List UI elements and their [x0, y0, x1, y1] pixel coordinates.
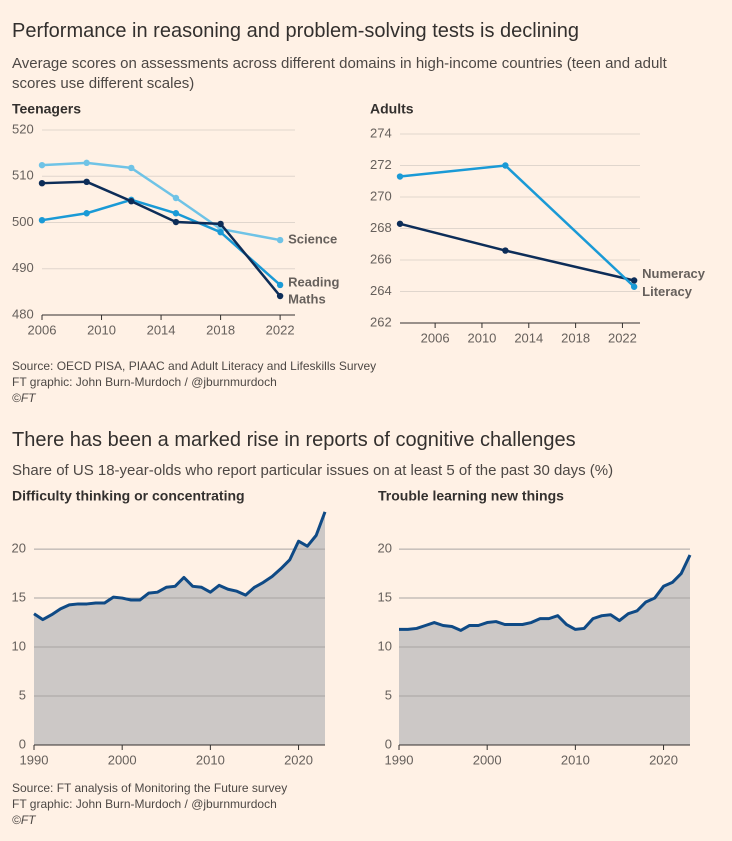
point	[38, 179, 46, 187]
point	[172, 218, 180, 226]
y-tick-label: 5	[385, 687, 392, 702]
x-tick-label: 2022	[266, 322, 295, 337]
point	[630, 277, 638, 284]
y-tick-label: 20	[12, 541, 26, 556]
section-title: Performance in reasoning and problem-sol…	[12, 20, 579, 42]
y-tick-label: 270	[370, 188, 392, 203]
y-tick-label: 266	[370, 251, 392, 266]
y-tick-label: 20	[378, 541, 392, 556]
series-line	[399, 164, 636, 288]
y-tick-label: 10	[12, 638, 26, 653]
point	[396, 173, 404, 180]
point	[38, 216, 46, 224]
x-tick-label: 2020	[284, 752, 313, 767]
source: FT graphic: John Burn-Murdoch / @jburnmu…	[12, 797, 277, 811]
x-tick-label: 2014	[514, 330, 543, 345]
x-tick-label: 1990	[385, 752, 414, 767]
x-tick-label: 2018	[206, 322, 235, 337]
x-tick-label: 2022	[608, 330, 637, 345]
y-tick-label: 15	[378, 589, 392, 604]
series-label: Maths	[288, 291, 326, 306]
y-tick-label: 264	[370, 283, 392, 298]
point	[128, 164, 135, 172]
point	[83, 159, 90, 167]
source: Source: OECD PISA, PIAAC and Adult Liter…	[12, 359, 377, 373]
chart-title: Trouble learning new things	[378, 488, 564, 504]
x-tick-label: 2006	[28, 322, 57, 337]
x-tick-label: 1990	[20, 752, 49, 767]
y-tick-label: 0	[19, 736, 26, 751]
section-subtitle: Share of US 18-year-olds who report part…	[12, 462, 614, 479]
y-tick-label: 15	[12, 589, 26, 604]
y-tick-label: 490	[12, 260, 34, 275]
x-tick-label: 2010	[87, 322, 116, 337]
point	[172, 210, 180, 217]
y-tick-label: 500	[12, 214, 34, 229]
x-tick-label: 2014	[147, 322, 176, 337]
point	[502, 162, 509, 169]
y-tick-label: 480	[12, 306, 34, 321]
point	[630, 283, 638, 290]
point	[83, 210, 90, 217]
area	[34, 511, 325, 745]
x-tick-label: 2010	[561, 752, 590, 767]
x-tick-label: 2006	[421, 330, 450, 345]
point	[502, 247, 509, 254]
source: Source: FT analysis of Monitoring the Fu…	[12, 781, 288, 795]
x-tick-label: 2000	[108, 752, 137, 767]
series-label: Literacy	[642, 284, 693, 299]
chart-title: Teenagers	[12, 101, 81, 117]
point	[128, 198, 135, 205]
x-tick-label: 2018	[561, 330, 590, 345]
point	[276, 292, 284, 300]
section-title: There has been a marked rise in reports …	[12, 429, 576, 451]
series-line	[41, 180, 282, 297]
section-subtitle: Average scores on assessments across dif…	[12, 55, 667, 92]
x-tick-label: 2010	[196, 752, 225, 767]
y-tick-label: 10	[378, 638, 392, 653]
y-tick-label: 262	[370, 314, 392, 329]
x-tick-label: 2000	[473, 752, 502, 767]
source: FT graphic: John Burn-Murdoch / @jburnmu…	[12, 375, 277, 389]
y-tick-label: 520	[12, 121, 34, 136]
point	[38, 161, 46, 169]
y-tick-label: 268	[370, 220, 392, 235]
source: ©FT	[12, 813, 36, 827]
y-tick-label: 272	[370, 157, 392, 172]
series-label: Numeracy	[642, 266, 706, 281]
point	[83, 178, 90, 185]
point	[276, 236, 284, 244]
source: ©FT	[12, 391, 36, 405]
point	[217, 229, 224, 236]
series-label: Science	[288, 232, 337, 247]
point	[396, 220, 404, 227]
x-tick-label: 2020	[649, 752, 678, 767]
series-line	[41, 198, 281, 286]
area-line	[33, 511, 327, 622]
series-line	[41, 161, 281, 242]
y-tick-label: 510	[12, 168, 34, 183]
point	[172, 194, 180, 202]
x-tick-label: 2010	[467, 330, 496, 345]
chart-title: Adults	[370, 101, 414, 117]
y-tick-label: 5	[19, 687, 26, 702]
chart-title: Difficulty thinking or concentrating	[12, 488, 245, 504]
point	[217, 220, 224, 228]
series-label: Reading	[288, 274, 339, 289]
y-tick-label: 274	[370, 125, 392, 140]
area	[399, 554, 690, 745]
area-line	[399, 554, 692, 632]
y-tick-label: 0	[385, 736, 392, 751]
point	[276, 281, 284, 289]
